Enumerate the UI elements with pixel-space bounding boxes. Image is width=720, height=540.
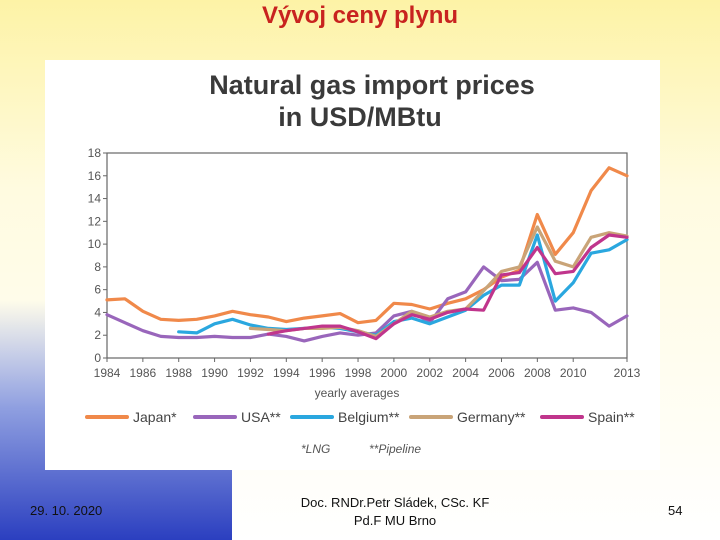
x-tick-label: 1990: [201, 366, 228, 380]
footer-author-line1: Doc. RNDr.Petr Sládek, CSc. KF: [300, 495, 490, 510]
x-tick-label: 1998: [345, 366, 372, 380]
y-tick-label: 16: [88, 169, 102, 183]
chart-panel: Natural gas import prices in USD/MBtu 0 2…: [45, 60, 660, 470]
footer-author: Doc. RNDr.Petr Sládek, CSc. KF Pd.F MU B…: [270, 494, 520, 530]
x-tick-label: 1986: [130, 366, 157, 380]
x-tick-label: 1984: [94, 366, 121, 380]
x-tick-label: 2002: [416, 366, 443, 380]
chart-title-line2: in USD/MBtu: [278, 102, 441, 132]
y-tick-label: 6: [94, 283, 101, 297]
chart-series-lines: [105, 166, 629, 343]
page-number: 54: [668, 503, 683, 518]
x-tick-label: 1994: [273, 366, 300, 380]
legend-label: Japan*: [133, 409, 177, 425]
y-tick-label: 10: [88, 237, 102, 251]
y-tick-label: 18: [88, 146, 102, 160]
legend-label: USA**: [241, 409, 281, 425]
x-tick-label: 2010: [560, 366, 587, 380]
y-tick-label: 12: [88, 214, 102, 228]
x-tick-label: 1988: [165, 366, 192, 380]
natural-gas-price-chart: Natural gas import prices in USD/MBtu 0 2…: [85, 70, 641, 456]
plot-frame: [106, 152, 628, 359]
x-tick-label: 1996: [309, 366, 336, 380]
legend-label: Germany**: [457, 409, 526, 425]
chart-legend: Japan* USA** Belgium** Germany** Spain**: [85, 409, 635, 425]
chart-axes: 0 2 4 6 8 10 12 14 16 18 1984 1986 1988 1990 1992 1994 1…: [88, 146, 641, 380]
x-tick-label: 2006: [488, 366, 515, 380]
footnote-lng: *LNG: [301, 442, 330, 456]
x-tick-label: 2013: [614, 366, 641, 380]
y-tick-label: 4: [94, 305, 101, 319]
legend-label: Belgium**: [338, 409, 400, 425]
y-tick-label: 14: [88, 192, 102, 206]
y-tick-label: 8: [94, 260, 101, 274]
legend-label: Spain**: [588, 409, 635, 425]
y-tick-label: 0: [94, 351, 101, 365]
x-axis-label: yearly averages: [315, 386, 400, 400]
x-tick-label: 2008: [524, 366, 551, 380]
y-tick-label: 2: [94, 328, 101, 342]
slide-title: Vývoj ceny plynu: [261, 2, 459, 29]
x-tick-label: 2004: [452, 366, 479, 380]
footer-author-line2: Pd.F MU Brno: [353, 513, 437, 528]
x-tick-label: 2000: [381, 366, 408, 380]
footer-date: 29. 10. 2020: [30, 503, 103, 518]
chart-title-line1: Natural gas import prices: [209, 70, 535, 100]
series-line: [105, 166, 629, 325]
x-tick-label: 1992: [237, 366, 264, 380]
series-line: [266, 233, 629, 341]
footnote-pipeline: **Pipeline: [369, 442, 421, 456]
